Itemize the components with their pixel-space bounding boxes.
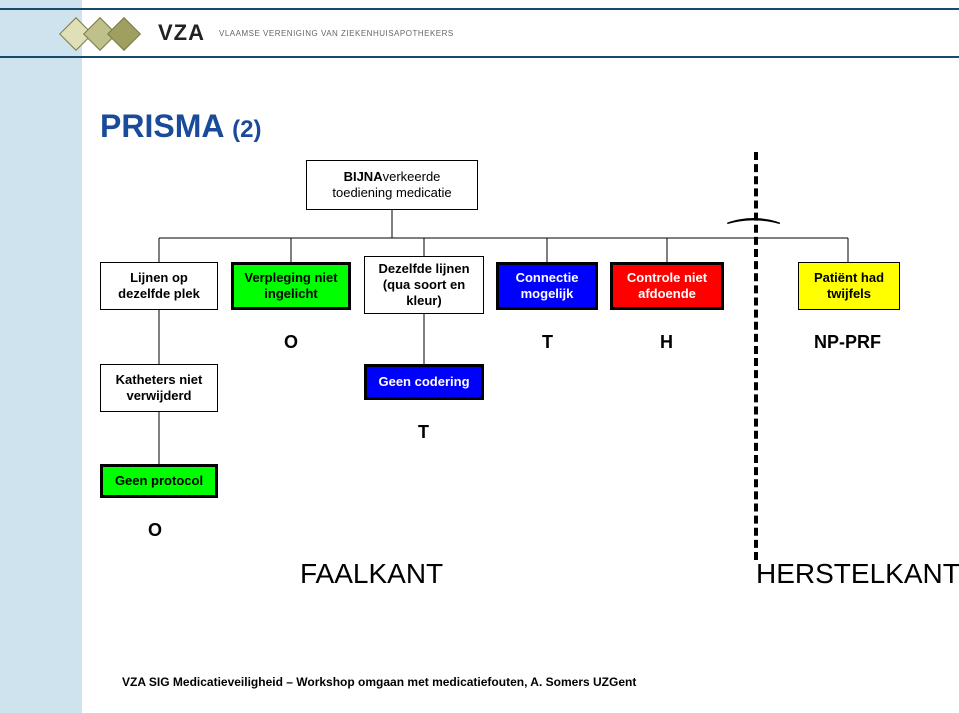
logo-diamonds	[62, 12, 148, 54]
code-o: O	[284, 332, 298, 353]
logo-text: VZA	[158, 20, 205, 46]
code-t: T	[418, 422, 429, 443]
header-line-top	[0, 8, 959, 10]
header: VZA VLAAMSE VERENIGING VAN ZIEKENHUISAPO…	[0, 0, 959, 80]
logo-subtitle: VLAAMSE VERENIGING VAN ZIEKENHUISAPOTHEK…	[219, 29, 454, 38]
diamond-3	[107, 17, 141, 51]
sub-box-katheters: Katheters nietverwijderd	[100, 364, 218, 412]
section-faalkant: FAALKANT	[300, 558, 443, 590]
cause-box-patient: Patiënt hadtwijfels	[798, 262, 900, 310]
title-main: PRISMA	[100, 108, 232, 144]
left-sidebar	[0, 0, 82, 713]
page-title: PRISMA (2)	[100, 108, 262, 145]
code-np-prf: NP-PRF	[814, 332, 881, 353]
header-line-bottom	[0, 56, 959, 58]
protocol-box: Geen protocol	[100, 464, 218, 498]
top-event-box: BIJNAverkeerdetoediening medicatie	[306, 160, 478, 210]
logo: VZA VLAAMSE VERENIGING VAN ZIEKENHUISAPO…	[62, 12, 454, 54]
connector-lines	[0, 0, 959, 713]
cause-box-controle: Controle nietafdoende	[610, 262, 724, 310]
cause-box-lijnen: Lijnen opdezelfde plek	[100, 262, 218, 310]
cause-box-verpleging: Verpleging nietingelicht	[231, 262, 351, 310]
barrier-line	[754, 152, 758, 560]
footer-text: VZA SIG Medicatieveiligheid – Workshop o…	[122, 675, 636, 689]
title-suffix: (2)	[232, 116, 261, 143]
sub-box-codering: Geen codering	[364, 364, 484, 400]
cause-box-dezelfde: Dezelfde lijnen(qua soort enkleur)	[364, 256, 484, 314]
code-h: H	[660, 332, 673, 353]
code-o: O	[148, 520, 162, 541]
code-t: T	[542, 332, 553, 353]
barrier-brace: ⏜	[727, 218, 781, 251]
cause-box-connectie: Connectiemogelijk	[496, 262, 598, 310]
section-herstelkant: HERSTELKANT	[756, 558, 959, 590]
